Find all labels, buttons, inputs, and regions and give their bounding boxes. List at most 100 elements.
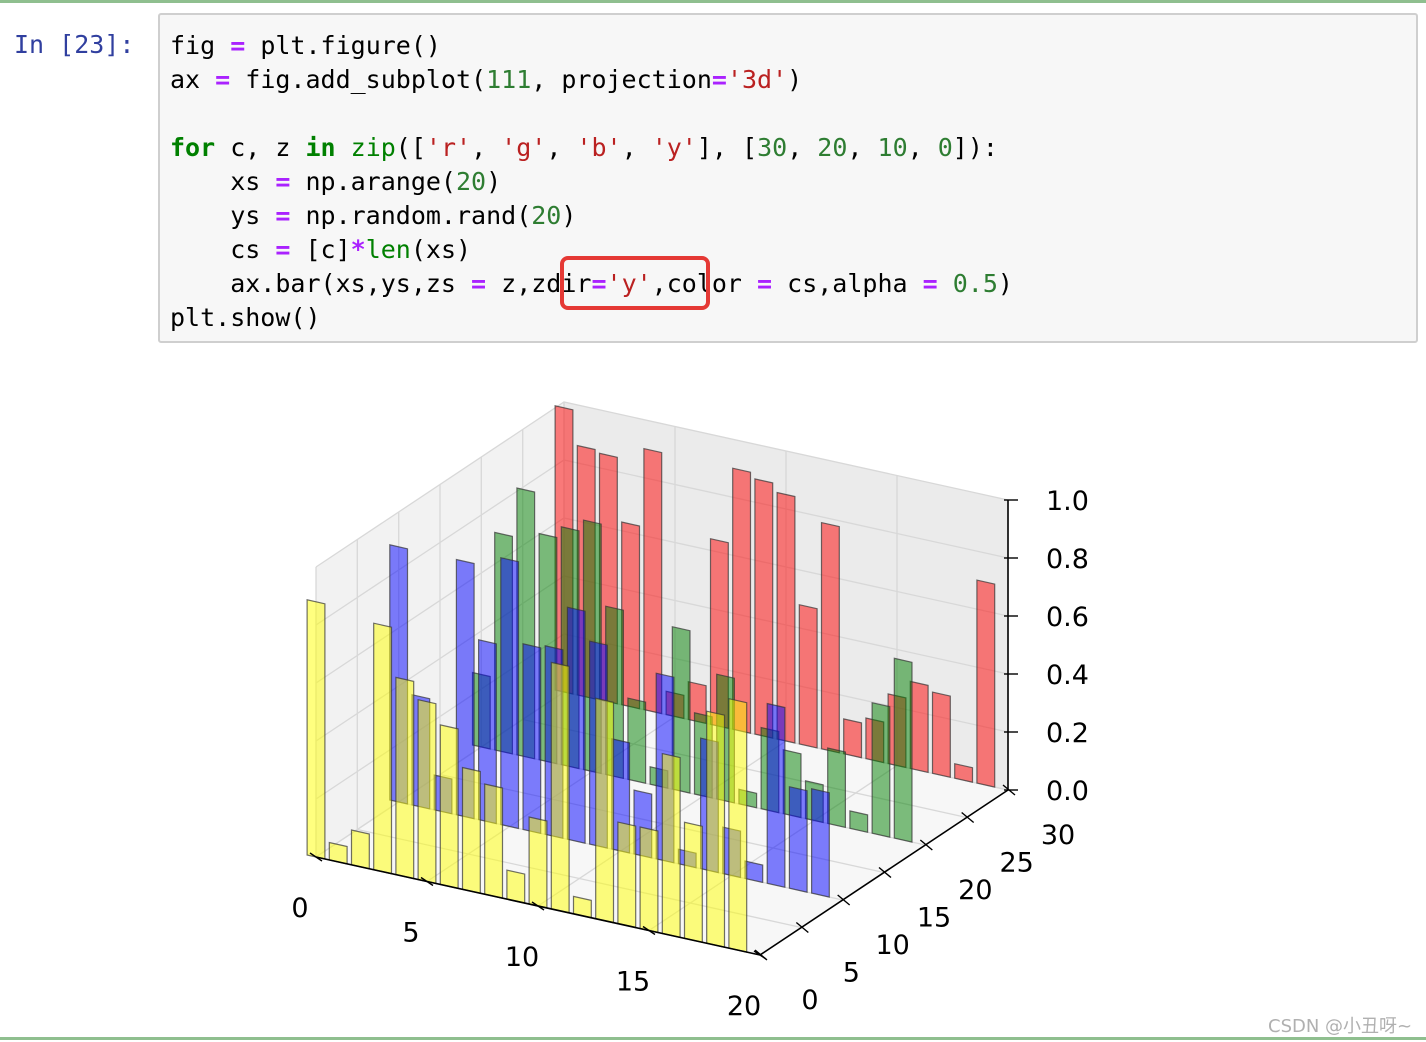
code-line: ax.bar(xs,ys,zs = z,zdir='y',color = cs,… <box>170 267 1013 301</box>
bar <box>954 762 974 783</box>
code-token: ], [ <box>696 133 758 162</box>
bar <box>306 599 326 860</box>
code-token: fig.add_subplot( <box>230 65 487 94</box>
code-token: 'y' <box>651 133 697 162</box>
code-token: 111 <box>486 65 532 94</box>
y-tick-label: 10 <box>875 930 909 961</box>
x-tick-label: 10 <box>505 942 539 973</box>
bar <box>788 785 808 893</box>
code-token: plt.figure() <box>245 31 441 60</box>
code-line: ax = fig.add_subplot(111, projection='3d… <box>170 63 1013 97</box>
bar <box>706 710 726 948</box>
bar <box>728 697 748 953</box>
bar <box>661 752 681 939</box>
y-tick-label: 15 <box>917 903 951 934</box>
bar <box>683 821 703 944</box>
code-token: '3d' <box>726 65 788 94</box>
code-line: ​ <box>170 97 1013 131</box>
bar <box>566 606 586 844</box>
code-token: zip <box>350 133 396 162</box>
code-token: 20 <box>817 133 848 162</box>
code-line: ys = np.random.rand(20) <box>170 199 1013 233</box>
code-token: ) <box>561 201 577 230</box>
code-line: fig = plt.figure() <box>170 29 1013 63</box>
bar <box>627 697 647 785</box>
x-tick-label: 20 <box>727 991 761 1022</box>
bar <box>639 826 659 934</box>
code-token: 0 <box>937 133 953 162</box>
code-token: 20 <box>531 201 562 230</box>
code-token: ) <box>486 167 502 196</box>
z-tick-label: 0.2 <box>1046 718 1089 749</box>
code-token: 30 <box>757 133 788 162</box>
bar <box>617 821 637 929</box>
bar <box>500 556 520 830</box>
x-tick-label: 0 <box>291 893 308 924</box>
code-token: ax.bar(xs,ys,zs <box>170 269 472 298</box>
bar <box>484 783 504 899</box>
code-token: [c] <box>290 235 351 264</box>
code-token: ) <box>787 65 803 94</box>
x-tick-label: 5 <box>402 918 419 949</box>
code-token: = <box>591 269 607 298</box>
watermark: CSDN @小丑呀~ <box>1268 1016 1413 1037</box>
code-token: = <box>275 201 291 230</box>
code-token: ([ <box>395 133 426 162</box>
bar <box>871 701 891 838</box>
code-token <box>938 269 953 298</box>
bar <box>843 718 863 759</box>
bar <box>732 467 752 734</box>
cell-border-top <box>0 0 1426 3</box>
y-tick <box>754 949 768 961</box>
z-tick-label: 0.8 <box>1046 544 1089 575</box>
bar <box>798 603 818 749</box>
code-token: = <box>215 65 231 94</box>
code-token: ]): <box>952 133 998 162</box>
cell-prompt: In [23]: <box>14 30 135 59</box>
bar <box>766 702 786 889</box>
x-tick-label: 15 <box>616 967 650 998</box>
code-token: , <box>621 133 652 162</box>
code-token: = <box>275 235 291 264</box>
x-tick <box>420 876 434 887</box>
y-tick-label: 20 <box>958 875 992 906</box>
z-tick-label: 0.0 <box>1046 776 1089 807</box>
y-tick <box>961 811 975 824</box>
y-tick <box>837 894 851 906</box>
code-token: = <box>471 269 487 298</box>
code-token: xs <box>170 167 276 196</box>
code-token: np.arange( <box>290 167 456 196</box>
bar <box>373 622 393 875</box>
code-token: np.random.rand( <box>290 201 532 230</box>
y-tick-label: 0 <box>801 985 818 1016</box>
gridline-z <box>315 401 1009 568</box>
x-tick <box>531 901 545 911</box>
code-token: , <box>546 133 577 162</box>
code-token: 0.5 <box>952 269 998 298</box>
bar <box>976 579 996 788</box>
y-tick-label: 25 <box>999 848 1033 879</box>
bar <box>528 816 548 909</box>
code-token: ,color <box>651 269 758 298</box>
bar <box>621 521 641 710</box>
code-token: 20 <box>456 167 487 196</box>
code-editor[interactable]: fig = plt.figure() ax = fig.add_subplot(1… <box>170 29 1013 335</box>
x-tick <box>642 925 656 936</box>
code-token: = <box>230 31 246 60</box>
code-token: ) <box>997 269 1013 298</box>
code-token: c, z <box>215 133 306 162</box>
bars <box>306 405 996 953</box>
code-token: , projection <box>531 65 712 94</box>
code-token: 'b' <box>576 133 622 162</box>
code-cell[interactable]: fig = plt.figure() ax = fig.add_subplot(1… <box>158 13 1418 343</box>
code-token: len <box>365 235 411 264</box>
x-tick <box>309 852 323 862</box>
z-tick-label: 0.4 <box>1046 660 1089 691</box>
y-tick <box>919 839 933 851</box>
bar <box>849 810 869 834</box>
bar <box>754 478 774 739</box>
code-token: fig <box>170 31 231 60</box>
code-token: in <box>305 133 336 162</box>
code-token: = <box>275 167 291 196</box>
